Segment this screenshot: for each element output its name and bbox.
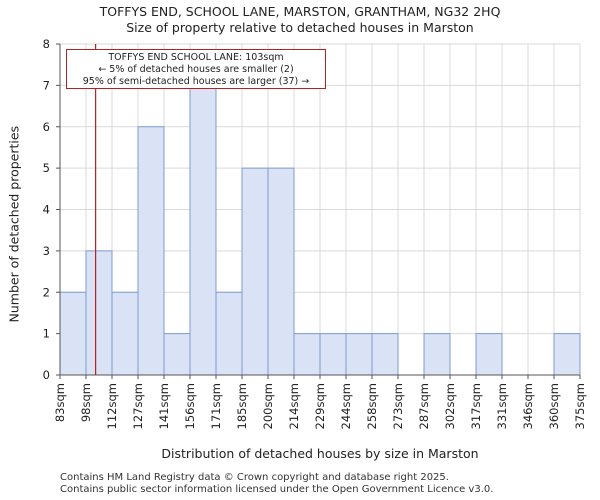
x-axis-title: Distribution of detached houses by size … — [161, 446, 479, 461]
bar — [553, 333, 581, 376]
y-tick-label: 6 — [43, 120, 50, 134]
x-tick-label: 171sqm — [209, 383, 223, 429]
annotation-line-2: ← 5% of detached houses are smaller (2) — [98, 64, 294, 75]
bar — [475, 333, 503, 376]
bar — [189, 84, 217, 376]
bar — [85, 250, 113, 376]
y-tick-label: 2 — [43, 285, 50, 299]
bar — [423, 333, 451, 376]
x-tick-label: 244sqm — [339, 383, 353, 429]
y-tick-label: 8 — [43, 37, 50, 51]
x-tick-label: 98sqm — [79, 383, 93, 422]
credit-line-1: Contains HM Land Registry data © Crown c… — [60, 472, 449, 483]
x-tick-label: 317sqm — [469, 383, 483, 429]
bar — [293, 333, 321, 376]
x-tick-label: 360sqm — [547, 383, 561, 429]
bar — [241, 167, 269, 376]
x-tick-label: 214sqm — [287, 383, 301, 429]
x-tick-label: 229sqm — [313, 383, 327, 429]
x-tick-label: 375sqm — [573, 383, 587, 429]
x-tick-label: 112sqm — [105, 383, 119, 429]
bar — [267, 167, 295, 376]
y-tick-label: 0 — [43, 368, 50, 382]
bar — [345, 333, 373, 376]
credits: Contains HM Land Registry data © Crown c… — [60, 472, 493, 496]
x-tick-label: 302sqm — [443, 383, 457, 429]
x-tick-label: 331sqm — [495, 383, 509, 429]
bar — [215, 291, 243, 376]
x-tick-label: 185sqm — [235, 383, 249, 429]
x-tick-label: 200sqm — [261, 383, 275, 429]
y-tick-label: 3 — [43, 244, 50, 258]
x-tick-label: 287sqm — [417, 383, 431, 429]
x-tick-label: 258sqm — [365, 383, 379, 429]
y-tick-label: 1 — [43, 327, 50, 341]
bar — [111, 291, 139, 376]
x-tick-label: 141sqm — [157, 383, 171, 429]
y-tick-label: 5 — [43, 161, 50, 175]
x-tick-label: 127sqm — [131, 383, 145, 429]
y-tick-label: 7 — [43, 78, 50, 92]
annotation-box: TOFFYS END SCHOOL LANE: 103sqm ← 5% of d… — [66, 49, 326, 89]
annotation-line-3: 95% of semi-detached houses are larger (… — [82, 76, 310, 87]
bar — [163, 333, 191, 376]
x-tick-label: 346sqm — [521, 383, 535, 429]
bar — [319, 333, 347, 376]
chart-subtitle: Size of property relative to detached ho… — [126, 20, 474, 35]
bar — [137, 126, 165, 376]
x-tick-label: 273sqm — [391, 383, 405, 429]
annotation-line-1: TOFFYS END SCHOOL LANE: 103sqm — [108, 52, 284, 63]
x-tick-label: 156sqm — [183, 383, 197, 429]
bar — [371, 333, 399, 376]
y-tick-label: 4 — [43, 203, 50, 217]
credit-line-2: Contains public sector information licen… — [60, 484, 494, 495]
bar — [59, 291, 87, 376]
chart-title: TOFFYS END, SCHOOL LANE, MARSTON, GRANTH… — [99, 4, 501, 19]
y-axis-title: Number of detached properties — [6, 125, 22, 323]
x-tick-label: 83sqm — [53, 383, 67, 422]
